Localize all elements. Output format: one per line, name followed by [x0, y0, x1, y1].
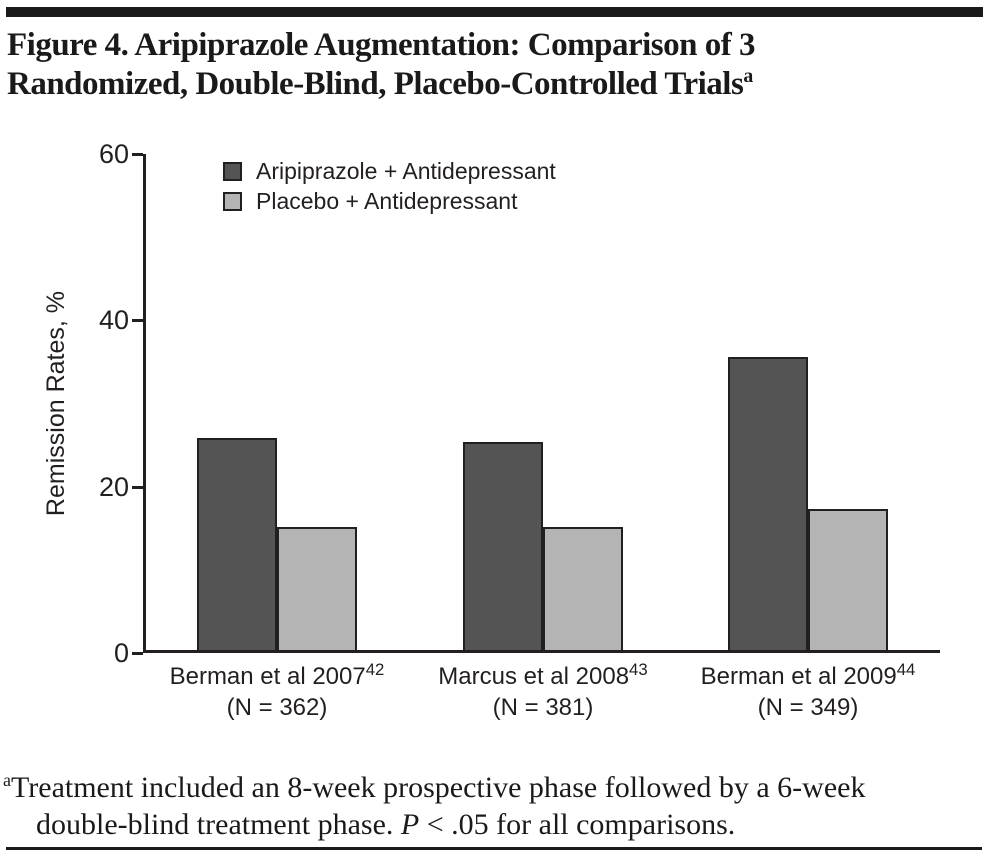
figure-title-line2: Randomized, Double-Blind, Placebo-Contro… [7, 66, 744, 102]
bar [543, 527, 623, 652]
footnote-line2: double-blind treatment phase. P < .05 fo… [3, 806, 865, 843]
y-tick-mark [132, 652, 143, 655]
x-category-label: Berman et al 200742 (N = 362) [117, 661, 437, 723]
legend-swatch [223, 191, 242, 211]
bar [808, 509, 888, 652]
legend-item: Aripiprazole + Antidepressant [223, 156, 556, 186]
y-tick-label: 40 [98, 305, 129, 336]
y-axis-title-text: Remission Rates, % [41, 290, 70, 517]
y-axis-title: Remission Rates, % [38, 154, 74, 653]
x-category-reference: 44 [896, 660, 916, 679]
bar [463, 442, 543, 652]
legend: Aripiprazole + Antidepressant Placebo + A… [223, 156, 556, 216]
legend-label: Placebo + Antidepressant [256, 187, 518, 214]
x-axis-labels: Berman et al 200742 (N = 362) Marcus et al… [143, 661, 940, 731]
x-category-label: Berman et al 200944 (N = 349) [648, 661, 968, 723]
y-tick-label: 0 [113, 638, 129, 668]
footnote-line1-text: Treatment included an 8-week prospective… [11, 771, 866, 804]
bottom-rule [6, 847, 982, 850]
y-tick-mark [132, 485, 143, 489]
plot-area: 0 20 40 60 [99, 141, 940, 667]
y-axis-line [143, 154, 146, 653]
y-tick-label: 60 [98, 139, 129, 169]
footnote-superscript: a [3, 770, 11, 790]
bar [197, 438, 277, 652]
footnote-p-symbol: P [400, 808, 420, 841]
footnote: aTreatment included an 8-week prospectiv… [3, 769, 865, 843]
legend-swatch [223, 161, 242, 181]
legend-item: Placebo + Antidepressant [223, 186, 556, 216]
bar [277, 527, 357, 652]
figure-title: Figure 4. Aripiprazole Augmentation: Com… [7, 26, 755, 104]
x-category-n: (N = 349) [757, 694, 859, 721]
footnote-line1: aTreatment included an 8-week prospectiv… [3, 769, 865, 806]
x-category-reference: 43 [629, 660, 648, 679]
x-category-reference: 42 [365, 660, 385, 679]
x-category-n: (N = 381) [492, 694, 594, 721]
x-category-name: Berman et al 2009 [700, 663, 897, 690]
legend-label: Aripiprazole + Antidepressant [256, 157, 556, 184]
top-rule [6, 7, 983, 17]
figure-title-line1: Figure 4. Aripiprazole Augmentation: Com… [7, 27, 755, 63]
x-category-name: Marcus et al 2008 [438, 663, 630, 690]
y-tick-mark [132, 319, 143, 323]
x-category-label: Marcus et al 200843 (N = 381) [383, 661, 703, 723]
y-tick-label: 20 [98, 471, 129, 502]
footnote-line2-prefix: double-blind treatment phase. [36, 808, 401, 841]
footnote-line2-suffix: < .05 for all comparisons. [419, 808, 736, 841]
x-category-name: Berman et al 2007 [169, 663, 366, 690]
x-category-n: (N = 362) [226, 694, 328, 721]
y-tick-mark [132, 153, 143, 156]
figure-title-superscript: a [743, 65, 753, 87]
bar [728, 357, 808, 652]
